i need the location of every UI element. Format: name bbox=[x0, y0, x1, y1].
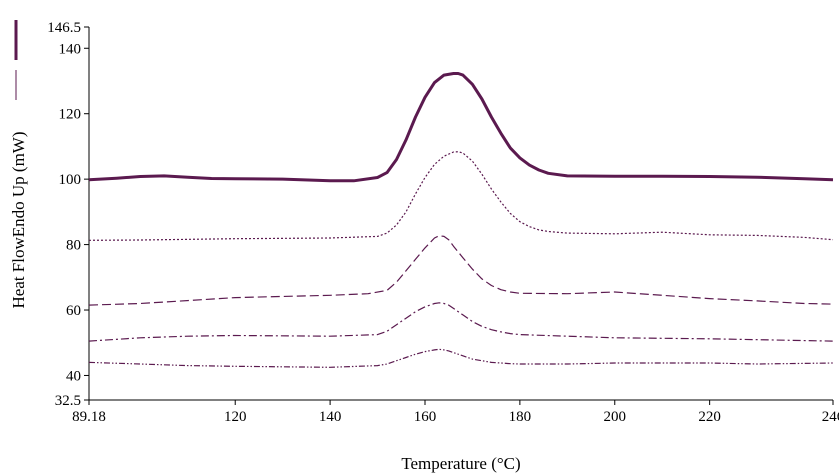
series-line-long-dash bbox=[88, 235, 834, 306]
y-axis-ticks: 146.5 140 120 100 80 60 40 32.5 bbox=[47, 20, 89, 409]
x-tick-label: 220 bbox=[698, 409, 721, 425]
y-tick-label: 32.5 bbox=[55, 393, 81, 409]
x-tick-label: 89.18 bbox=[72, 409, 106, 425]
y-tick-label: 40 bbox=[66, 368, 81, 384]
y-tick-label: 60 bbox=[66, 303, 81, 319]
x-axis-ticks: 89.18 120 140 160 180 200 220 246 bbox=[72, 400, 839, 425]
y-tick-label: 120 bbox=[59, 107, 82, 123]
x-tick-label: 140 bbox=[319, 409, 342, 425]
x-tick-label: 180 bbox=[509, 409, 532, 425]
series-line-dash-dot bbox=[88, 302, 834, 342]
y-tick-label: 146.5 bbox=[47, 20, 81, 36]
series-line-dotted bbox=[88, 151, 834, 241]
y-tick-label: 100 bbox=[59, 172, 82, 188]
series-group bbox=[88, 72, 834, 368]
y-tick-label: 140 bbox=[59, 41, 82, 57]
series-line-solid-thick bbox=[88, 72, 834, 183]
x-tick-label: 120 bbox=[224, 409, 247, 425]
series-line-dash-dot-dot bbox=[88, 348, 834, 368]
x-axis-title: Temperature (°C) bbox=[401, 454, 520, 473]
y-tick-label: 80 bbox=[66, 238, 81, 254]
y-axis-title: Heat FlowEndo Up (mW) bbox=[9, 131, 28, 308]
x-tick-label: 200 bbox=[604, 409, 627, 425]
x-tick-label: 246 bbox=[822, 409, 839, 425]
x-tick-label: 160 bbox=[414, 409, 437, 425]
